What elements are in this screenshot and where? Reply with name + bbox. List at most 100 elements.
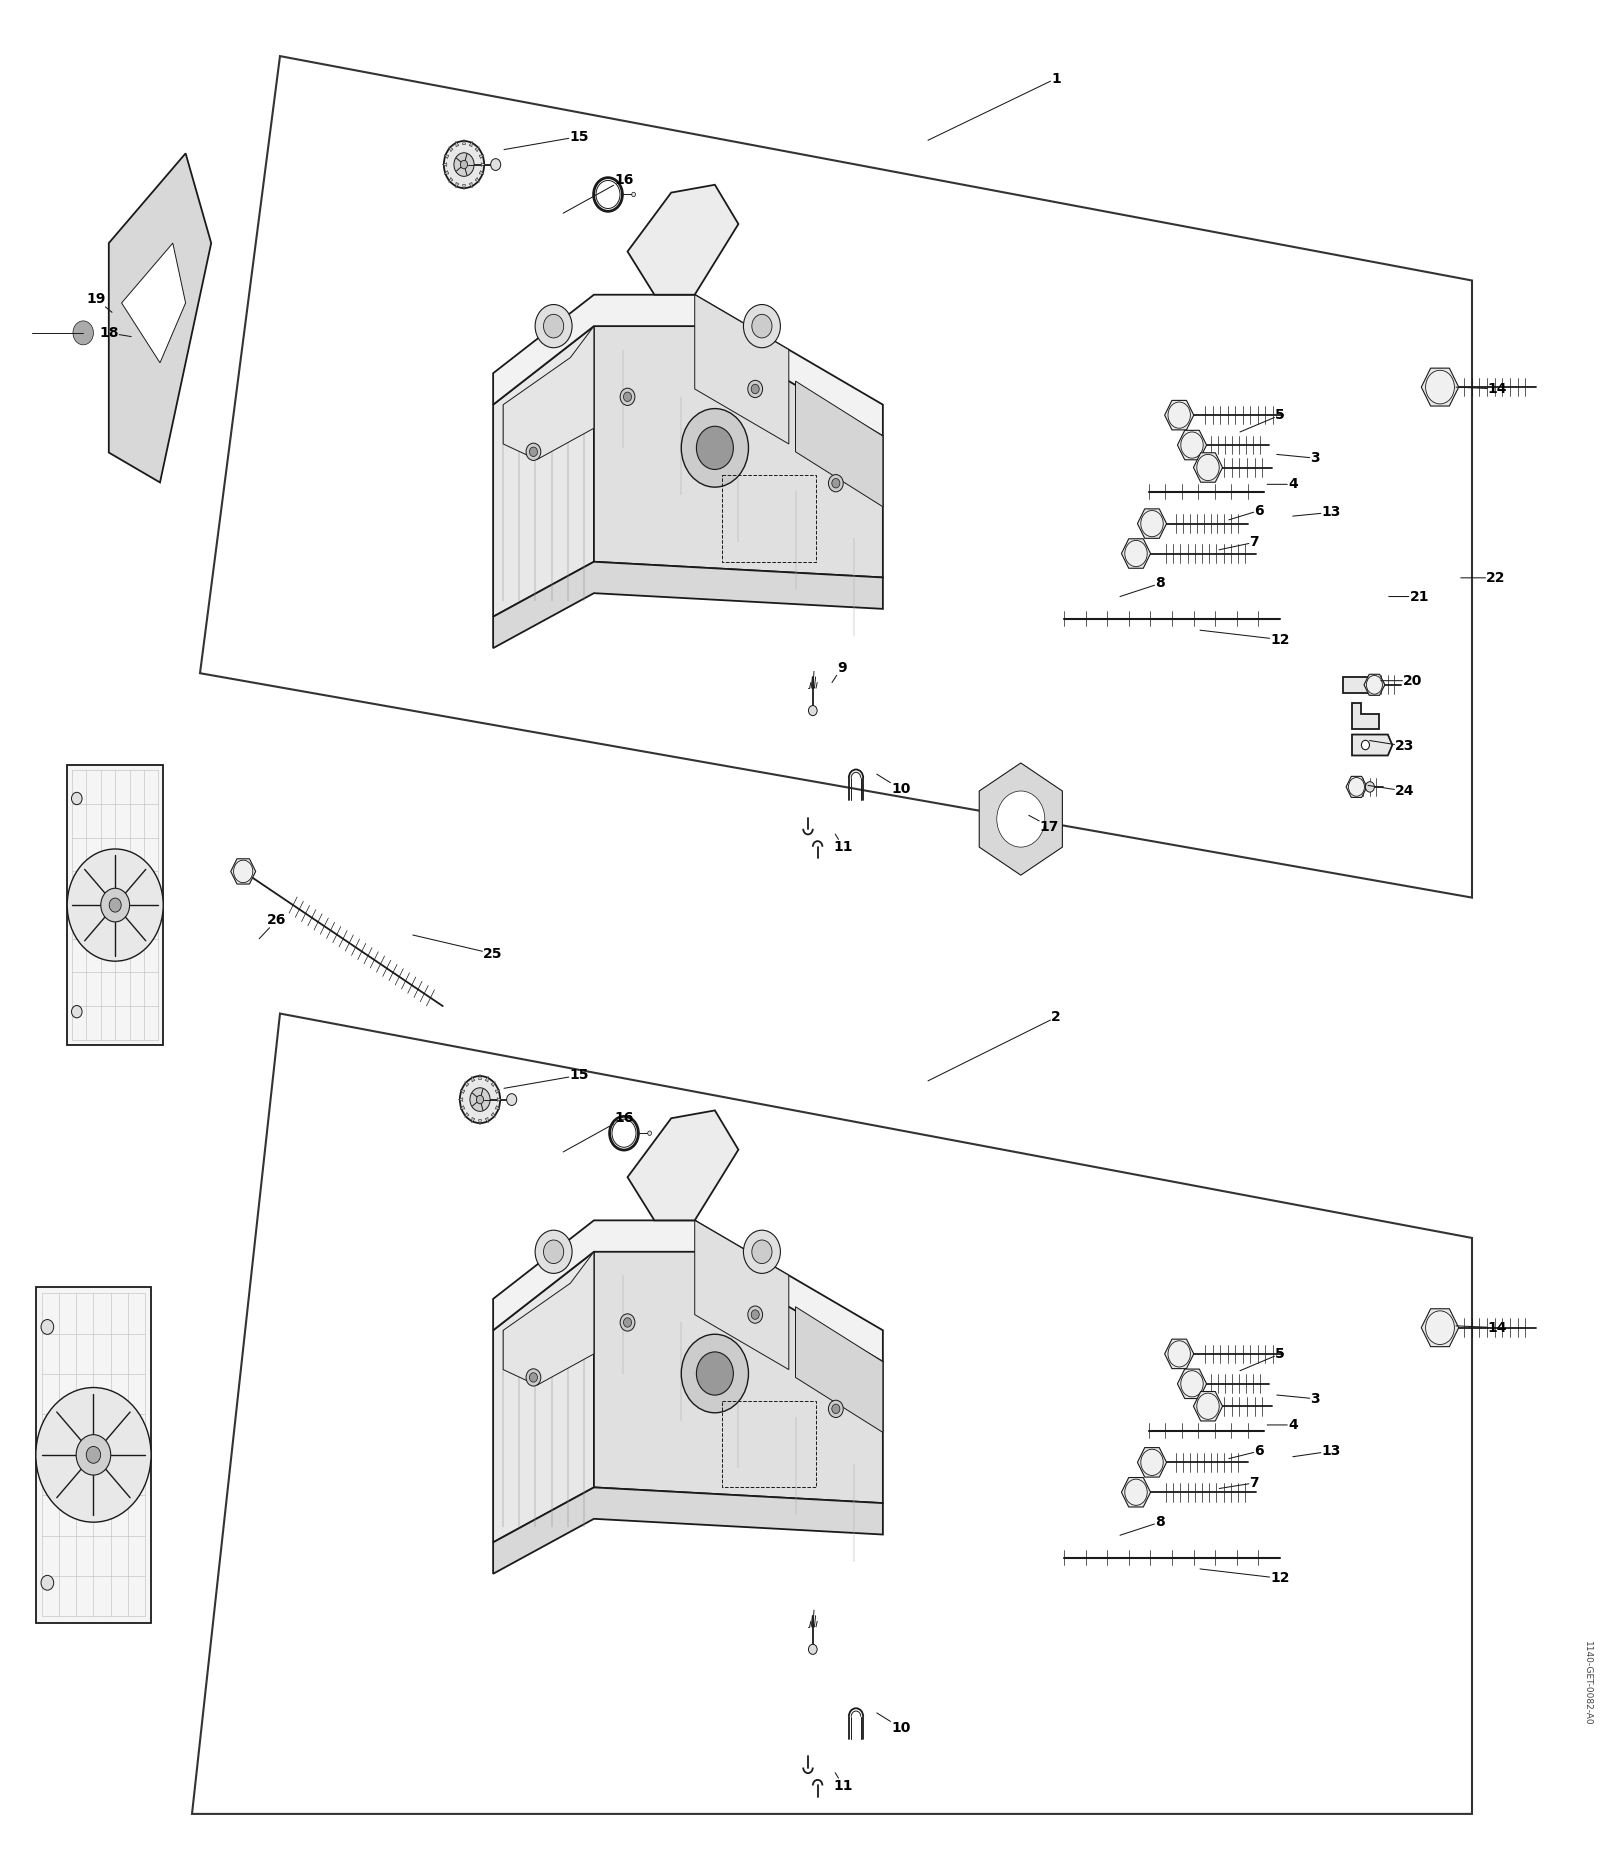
Polygon shape (461, 1105, 464, 1109)
Circle shape (72, 1006, 82, 1017)
Circle shape (750, 383, 760, 395)
Circle shape (530, 447, 538, 456)
Text: 4: 4 (1267, 477, 1298, 492)
Circle shape (832, 479, 840, 488)
Text: 20: 20 (1381, 673, 1422, 688)
Circle shape (86, 1447, 101, 1462)
Polygon shape (594, 1221, 883, 1503)
Polygon shape (1138, 509, 1166, 539)
Circle shape (1365, 782, 1374, 793)
Circle shape (997, 791, 1045, 847)
Polygon shape (478, 1120, 482, 1126)
Text: 14: 14 (1456, 1320, 1507, 1335)
Polygon shape (475, 146, 480, 151)
Circle shape (752, 1240, 773, 1264)
Circle shape (77, 1434, 110, 1475)
Polygon shape (475, 178, 480, 183)
Text: 5: 5 (1240, 408, 1285, 432)
Polygon shape (1421, 368, 1459, 406)
Circle shape (1197, 1393, 1219, 1419)
Circle shape (109, 898, 122, 913)
Polygon shape (458, 1098, 462, 1101)
Text: 16: 16 (563, 1111, 634, 1152)
Polygon shape (448, 146, 453, 151)
Circle shape (42, 1575, 54, 1590)
Text: 7: 7 (1219, 1475, 1259, 1490)
Circle shape (648, 1131, 651, 1135)
Polygon shape (493, 1251, 594, 1543)
Circle shape (1426, 1311, 1454, 1345)
Polygon shape (445, 170, 448, 174)
Circle shape (1181, 432, 1203, 458)
Circle shape (682, 410, 749, 486)
Polygon shape (464, 1081, 469, 1086)
Text: 7: 7 (1219, 535, 1259, 550)
Polygon shape (795, 381, 883, 507)
Text: 4: 4 (1267, 1417, 1298, 1432)
Circle shape (744, 1230, 781, 1273)
Polygon shape (498, 1098, 502, 1101)
Polygon shape (1342, 677, 1374, 692)
Text: 15: 15 (504, 1068, 589, 1088)
Polygon shape (469, 142, 472, 146)
Polygon shape (461, 1090, 464, 1094)
Circle shape (747, 380, 763, 398)
Circle shape (752, 314, 773, 338)
Circle shape (1125, 1479, 1147, 1505)
Circle shape (1181, 1371, 1203, 1397)
Polygon shape (478, 1073, 482, 1079)
Circle shape (696, 1352, 733, 1395)
Polygon shape (493, 561, 883, 649)
Circle shape (624, 1318, 632, 1328)
Polygon shape (456, 142, 459, 146)
Polygon shape (462, 185, 466, 189)
Polygon shape (795, 1307, 883, 1432)
Circle shape (544, 1240, 563, 1264)
Circle shape (491, 159, 501, 170)
Text: 11: 11 (834, 1773, 853, 1793)
Circle shape (35, 1388, 150, 1522)
Circle shape (621, 389, 635, 406)
Text: 6: 6 (1229, 503, 1264, 520)
Polygon shape (67, 765, 163, 1045)
Text: 23: 23 (1370, 739, 1414, 754)
Circle shape (461, 161, 467, 168)
Polygon shape (456, 183, 459, 187)
Text: 21: 21 (1389, 589, 1429, 604)
Polygon shape (979, 763, 1062, 875)
Circle shape (459, 1075, 501, 1124)
Polygon shape (482, 163, 486, 166)
Text: 10: 10 (877, 1713, 910, 1735)
Text: 12: 12 (1200, 630, 1290, 647)
Polygon shape (1346, 776, 1366, 797)
Circle shape (101, 888, 130, 922)
Text: 8: 8 (1120, 1515, 1165, 1535)
Circle shape (526, 1369, 541, 1386)
Circle shape (530, 1373, 538, 1382)
Circle shape (67, 849, 163, 961)
Polygon shape (493, 1221, 883, 1361)
Polygon shape (491, 1113, 496, 1118)
Polygon shape (1178, 1369, 1206, 1399)
Circle shape (1378, 681, 1384, 688)
Polygon shape (480, 155, 483, 159)
Circle shape (624, 393, 632, 402)
Circle shape (1141, 1449, 1163, 1475)
Circle shape (234, 860, 253, 883)
Text: 11: 11 (834, 834, 853, 855)
Polygon shape (1165, 400, 1194, 430)
Polygon shape (694, 1221, 789, 1369)
Circle shape (507, 1094, 517, 1105)
Polygon shape (694, 295, 789, 443)
Circle shape (1426, 370, 1454, 404)
Polygon shape (1138, 1447, 1166, 1477)
Circle shape (1366, 675, 1382, 694)
Polygon shape (1178, 430, 1206, 460)
Polygon shape (496, 1105, 499, 1109)
Circle shape (454, 153, 474, 176)
Polygon shape (1352, 735, 1392, 755)
Polygon shape (502, 1251, 594, 1386)
Polygon shape (491, 1081, 496, 1086)
Polygon shape (1194, 453, 1222, 482)
Polygon shape (493, 325, 594, 617)
